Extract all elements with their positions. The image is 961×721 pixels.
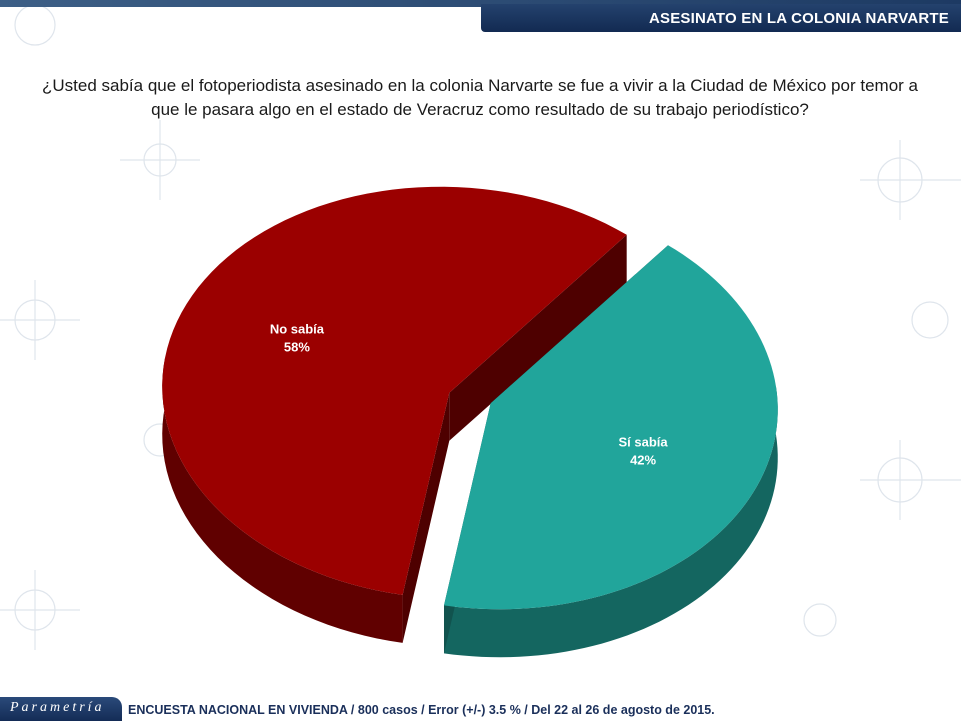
pie-slice-wall-0-0	[402, 392, 450, 643]
parametria-logo: Parametría	[0, 697, 122, 721]
header-banner: ASESINATO EN LA COLONIA NARVARTE	[481, 4, 961, 32]
top-bar	[0, 0, 961, 7]
brand-name: Parametría	[10, 700, 105, 715]
footer: Parametría ENCUESTA NACIONAL EN VIVIENDA…	[0, 697, 961, 721]
slice-label-1: Sí sabía	[619, 435, 669, 450]
slice-label-0: No sabía	[270, 321, 325, 336]
slice-value-0: 58%	[284, 339, 310, 354]
pie-slice-side-0	[162, 357, 403, 643]
pie-slice-wall-0-1	[449, 234, 627, 441]
pie-slice-1	[444, 245, 778, 610]
slice-value-1: 42%	[630, 453, 656, 468]
survey-question: ¿Usted sabía que el fotoperiodista asesi…	[42, 76, 918, 119]
footer-note: ENCUESTA NACIONAL EN VIVIENDA / 800 caso…	[128, 703, 715, 717]
pie-slice-side-1	[444, 386, 778, 658]
pie-slice-0	[162, 186, 627, 595]
header-title: ASESINATO EN LA COLONIA NARVARTE	[648, 10, 949, 27]
